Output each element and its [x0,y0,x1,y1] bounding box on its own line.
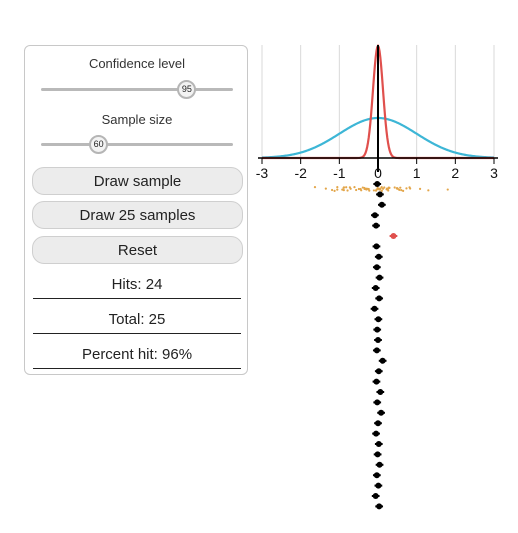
total-readout: Total: 25 [33,309,241,334]
interval-mean-point [379,357,386,364]
interval-mean-point [373,264,380,271]
sample-dot [361,186,364,189]
interval-mean-point [374,451,381,458]
interval-mean-point [375,253,382,260]
sample-dot [427,189,430,192]
sample-size-slider-track[interactable] [41,143,233,146]
sample-dot [375,188,378,191]
sample-dot [402,189,405,192]
interval-mean-point [371,305,378,312]
sample-dot [399,186,402,189]
sample-dot [355,188,358,192]
interval-mean-point [375,337,381,343]
x-tick-label: -1 [333,165,346,181]
sample-dot [400,189,403,192]
interval-mean-point [378,409,385,416]
interval-mean-point [374,181,381,187]
x-tick-label: 2 [451,165,459,181]
sample-dot [418,187,422,190]
sample-dot [353,186,356,189]
interval-mean-point [377,389,384,395]
confidence-slider-thumb[interactable]: 95 [177,80,197,99]
sample-dot [380,185,383,189]
sample-dot [365,188,368,191]
interval-mean-point [372,493,379,499]
interval-mean-point [375,316,382,323]
sample-dot [348,186,351,189]
control-panel: Confidence level 95 Sample size 60 Draw … [24,45,248,375]
sample-dot [345,186,348,189]
draw-sample-button[interactable]: Draw sample [32,167,243,195]
confidence-label: Confidence level [88,56,186,71]
sample-dot [405,187,408,190]
interval-mean-point [373,347,380,354]
interval-mean-point [376,461,383,468]
interval-mean-point [376,295,383,302]
interval-mean-point [372,285,379,291]
sample-size-slider-thumb[interactable]: 60 [89,135,109,154]
interval-mean-point [390,233,397,239]
sample-dot [330,188,334,192]
sample-dot [336,188,339,191]
x-tick-label: 0 [374,165,382,181]
sample-dot [342,186,346,189]
x-tick-label: 1 [413,165,421,181]
x-tick-label: 3 [490,165,498,181]
sample-dot [378,187,381,190]
hits-readout: Hits: 24 [33,274,241,299]
sample-dot [387,189,390,192]
interval-mean-point [375,420,381,427]
interval-mean-point [373,243,380,250]
sample-dot [385,188,388,191]
interval-mean-point [374,326,381,333]
sample-dot [346,189,349,192]
sample-size-label: Sample size [101,112,173,127]
sample-dot [388,186,391,189]
percent-hit-readout: Percent hit: 96% [33,344,241,369]
sample-dot [381,187,385,190]
sample-dot [380,189,383,192]
interval-mean-point [376,503,383,510]
interval-mean-point [373,378,380,385]
x-tick-label: -3 [256,165,269,181]
interval-mean-point [375,441,382,447]
sample-dot [341,188,344,191]
reset-button[interactable]: Reset [32,236,243,264]
sample-dot [313,186,317,189]
x-tick-label: -2 [294,165,307,181]
sample-dot [333,189,336,192]
sample-dot [372,189,376,192]
confidence-intervals [370,181,398,510]
sample-dot [395,187,399,190]
sample-dot [393,186,396,189]
draw-25-samples-button[interactable]: Draw 25 samples [32,201,243,229]
interval-mean-point [373,430,380,437]
interval-mean-point [375,368,382,375]
grid-lines [261,45,495,158]
interval-mean-point [375,482,382,489]
confidence-slider-track[interactable] [41,88,233,91]
interval-mean-point [373,472,380,479]
sample-dot [357,187,360,191]
interval-mean-point [374,399,381,406]
x-axis: -3 -2 -1 0 1 2 3 [256,45,498,181]
sample-dot [446,188,449,191]
sample-dots [313,185,449,192]
interval-mean-point [376,191,383,198]
interval-mean-point [378,201,385,208]
interval-mean-point [373,222,380,229]
sample-dot [360,189,363,192]
sample-dot [336,186,339,189]
sample-dot [324,187,327,190]
interval-mean-point [371,212,378,219]
interval-mean-point [376,274,383,281]
sample-dot [368,189,371,192]
sample-dot [408,186,411,189]
